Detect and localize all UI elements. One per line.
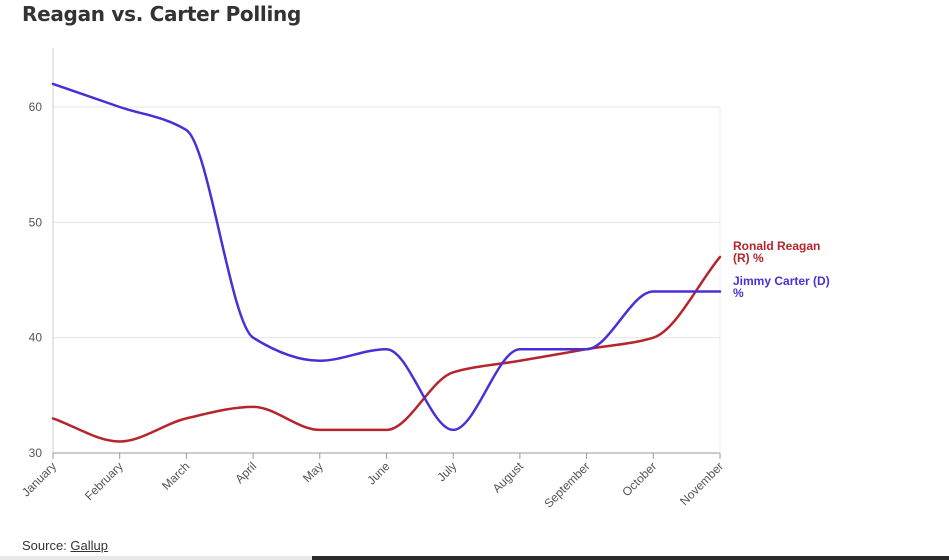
x-tick-label: July bbox=[434, 459, 459, 484]
gridlines bbox=[53, 106, 720, 339]
source-note: Source: Gallup bbox=[22, 538, 108, 553]
axes bbox=[52, 48, 721, 454]
series-line-carter bbox=[51, 82, 722, 432]
x-tick-label: February bbox=[82, 459, 126, 503]
series-line-reagan bbox=[51, 255, 722, 443]
series-label-reagan: Ronald Reagan (R) % bbox=[733, 239, 820, 265]
x-tick-label: June bbox=[364, 459, 393, 488]
x-axis-ticks: January February March April May June July Augu… bbox=[19, 453, 726, 511]
y-tick-label: 30 bbox=[29, 446, 43, 460]
y-tick-label: 40 bbox=[29, 331, 43, 345]
series-label-carter: Jimmy Carter (D)% bbox=[733, 274, 830, 300]
series-lines bbox=[51, 82, 722, 443]
x-tick-label: January bbox=[19, 459, 59, 499]
series-label-line: Jimmy Carter (D) bbox=[733, 274, 830, 288]
x-tick-label: May bbox=[300, 459, 326, 485]
x-tick-label: April bbox=[232, 459, 259, 486]
y-tick-label: 60 bbox=[29, 100, 43, 114]
x-tick-label: September bbox=[541, 459, 592, 510]
y-tick-label: 50 bbox=[29, 215, 43, 229]
series-labels: Ronald Reagan (R) % Jimmy Carter (D)% bbox=[733, 239, 830, 300]
bottom-bar bbox=[0, 556, 949, 560]
x-tick-label: October bbox=[619, 459, 659, 499]
chart-title: Reagan vs. Carter Polling bbox=[22, 2, 301, 26]
series-label-line: % bbox=[733, 286, 744, 300]
series-label-line: (R) % bbox=[733, 251, 764, 265]
x-tick-label: March bbox=[159, 459, 192, 492]
source-link[interactable]: Gallup bbox=[70, 538, 108, 553]
series-label-line: Ronald Reagan bbox=[733, 239, 820, 253]
y-axis-ticks: 30 40 50 60 bbox=[29, 100, 43, 460]
source-prefix: Source: bbox=[22, 538, 71, 553]
x-tick-label: August bbox=[490, 459, 527, 496]
x-tick-label: November bbox=[677, 459, 726, 508]
